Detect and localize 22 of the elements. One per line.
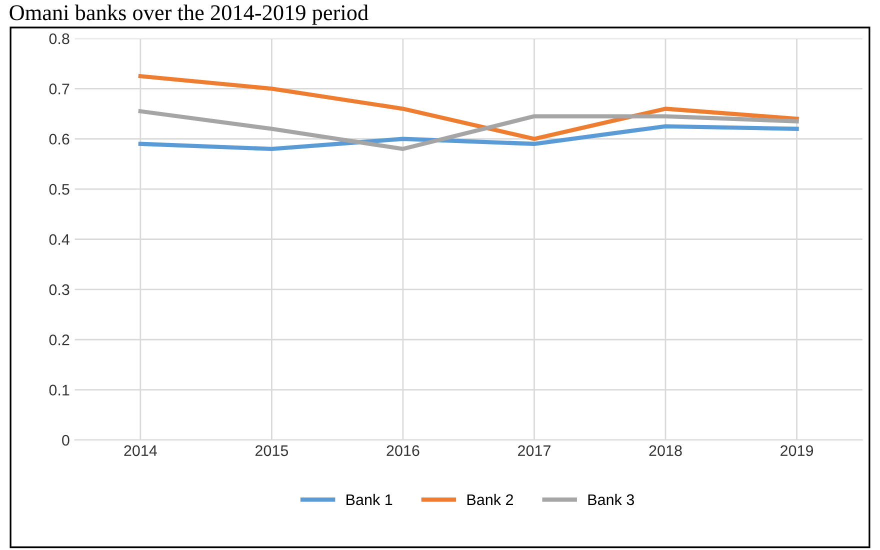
x-tick-label: 2014	[124, 445, 157, 456]
y-tick-label: 0.3	[49, 284, 70, 296]
y-tick-label: 0.8	[49, 33, 70, 44]
y-tick-label: 0.7	[49, 84, 70, 94]
line-series	[138, 124, 799, 151]
line-series	[138, 74, 799, 141]
x-tick-label: 2017	[518, 445, 550, 456]
y-tick-label: 0.4	[49, 234, 70, 245]
y-tick-label: 0.1	[49, 384, 70, 396]
x-tick-label: 2016	[386, 445, 420, 456]
y-tick-label: 0	[62, 434, 70, 446]
chart-title: Omani banks over the 2014-2019 period	[10, 4, 368, 25]
y-tick-label: 0.6	[49, 134, 70, 145]
x-tick-label: 2015	[255, 445, 288, 456]
x-tick-label: 2018	[649, 445, 682, 456]
legend-label: Bank 1	[346, 494, 392, 506]
line-series	[138, 109, 799, 151]
legend-label: Bank 3	[588, 494, 634, 506]
legend-label: Bank 2	[467, 494, 514, 506]
y-tick-label: 0.2	[49, 334, 70, 346]
x-tick-label: 2019	[780, 445, 814, 456]
y-tick-label: 0.5	[49, 184, 70, 195]
